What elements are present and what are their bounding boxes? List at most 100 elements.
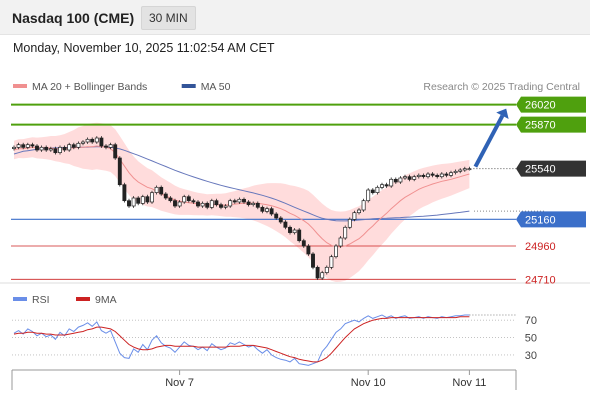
candle-body [214, 200, 219, 206]
rsi-line [13, 314, 470, 366]
candle-body [398, 177, 403, 183]
candle-body [177, 201, 182, 207]
legend-label-main-0: MA 20 + Bollinger Bands [32, 81, 147, 93]
candle-body [140, 196, 145, 204]
forecast-arrow-shaft [473, 114, 505, 168]
candle-body [343, 226, 348, 239]
legend-label-rsi-1: 9MA [95, 294, 117, 306]
candle-body [458, 169, 463, 172]
candle-body [94, 137, 99, 143]
candle-body [426, 173, 430, 178]
candle-body [265, 208, 269, 212]
candle-body [67, 144, 72, 151]
candle-body [131, 197, 136, 207]
candle-body [108, 144, 113, 148]
candle-body [200, 202, 205, 207]
candle-body [384, 184, 389, 187]
price-label-25870: 25870 [525, 120, 556, 132]
candle-body [163, 193, 168, 199]
candle-body [182, 196, 187, 203]
candle-body [467, 168, 472, 171]
legend-swatch-rsi-0 [13, 297, 27, 301]
candle-body [196, 201, 200, 207]
legend-swatch-rsi-1 [76, 297, 90, 301]
price-label-26020: 26020 [525, 100, 556, 112]
rsi-tick-70: 70 [525, 315, 537, 327]
candle-body [407, 176, 412, 180]
candle-body [90, 138, 95, 143]
candle-body [154, 186, 159, 193]
rsi-tick-50: 50 [525, 333, 537, 345]
candle-body [30, 144, 35, 147]
candle-body [219, 204, 223, 208]
candle-body [416, 174, 421, 177]
candle-body [122, 184, 127, 202]
candle-body [71, 144, 76, 148]
candle-body [255, 202, 260, 208]
x-tick-label: Nov 10 [351, 377, 386, 389]
header-bar: Nasdaq 100 (CME) 30 MIN [0, 0, 590, 35]
candle-body [297, 229, 302, 242]
price-label-25540: 25540 [525, 164, 556, 176]
candle-body [242, 198, 246, 203]
candle-body [16, 144, 21, 148]
candle-body [283, 221, 288, 228]
candle-body [449, 172, 453, 176]
legend-label-main-1: MA 50 [201, 81, 231, 93]
price-tag-26020 [516, 96, 586, 113]
candle-body [246, 201, 251, 206]
candle-body [35, 145, 39, 151]
candle-body [421, 174, 426, 177]
rsi-ma-line [13, 316, 470, 363]
x-tick-label: Nov 7 [165, 377, 194, 389]
candle-body [223, 205, 228, 208]
candle-body [324, 266, 329, 273]
candle-body [117, 157, 122, 186]
x-tick-label: Nov 11 [452, 377, 486, 389]
candle-body [62, 146, 67, 151]
candle-body [288, 226, 292, 233]
candle-body [48, 148, 53, 151]
candle-body [393, 178, 398, 183]
candle-body [320, 272, 325, 279]
candle-body [53, 148, 58, 154]
price-label-24710: 24710 [525, 274, 556, 286]
candle-body [357, 209, 361, 214]
candle-body [347, 218, 352, 228]
bollinger-band-fill [14, 122, 470, 282]
forecast-arrow-head [496, 108, 509, 120]
candle-body [462, 168, 467, 171]
legend-swatch-main-0 [13, 84, 27, 88]
price-tag-25870 [516, 116, 586, 133]
candle-body [76, 142, 81, 148]
candle-body [361, 200, 366, 211]
candle-body [44, 146, 49, 151]
candle-body [389, 178, 394, 187]
candle-body [191, 200, 196, 203]
candle-body [113, 144, 118, 159]
candle-body [370, 189, 375, 194]
ma20-line [13, 145, 470, 248]
candle-body [99, 137, 104, 147]
candle-body [136, 197, 141, 204]
price-tag-25540 [516, 160, 586, 177]
candle-body [334, 245, 338, 258]
legend-swatch-main-1 [181, 84, 196, 88]
price-tag-25160 [516, 211, 586, 228]
candle-body [439, 173, 444, 178]
candle-body [39, 146, 44, 151]
watermark: Research © 2025 Trading Central [423, 81, 580, 93]
price-label-24960: 24960 [525, 241, 556, 253]
candle-body [329, 256, 334, 268]
candle-body [301, 240, 306, 247]
candle-body [435, 174, 440, 177]
candle-body [444, 173, 449, 176]
timeframe-badge[interactable]: 30 MIN [141, 6, 196, 30]
candle-body [12, 146, 16, 149]
candle-body [269, 208, 274, 215]
report-datetime: Monday, November 10, 2025 11:02:54 AM CE… [13, 41, 275, 55]
candle-body [232, 200, 237, 203]
candle-body [338, 237, 343, 247]
